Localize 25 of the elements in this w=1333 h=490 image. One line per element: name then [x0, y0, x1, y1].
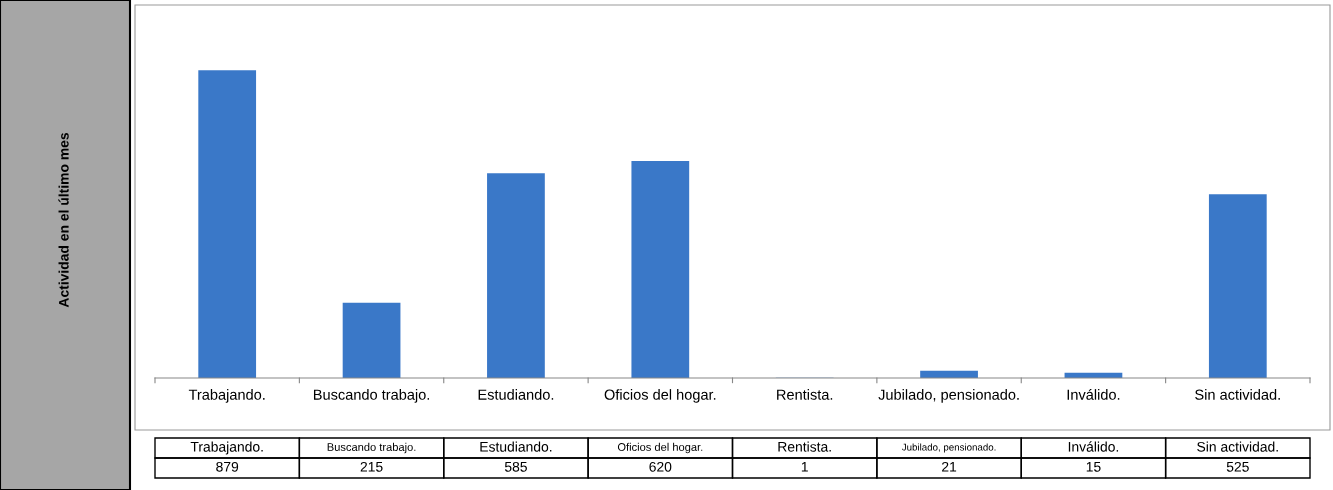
x-tick-label: Trabajando.: [188, 389, 265, 403]
x-tick-label: Inválido.: [1067, 388, 1120, 400]
category-label: Estudiando.: [480, 441, 552, 452]
data-label: 21: [942, 461, 957, 472]
data-label: 585: [504, 461, 527, 472]
data-label: 215: [360, 461, 383, 472]
data-label: 620: [649, 461, 672, 472]
data-label: 525: [1226, 461, 1249, 472]
data-label: 15: [1086, 462, 1101, 472]
x-tick-label: Sin actividad.: [1195, 389, 1280, 400]
data-label: 1: [801, 462, 808, 472]
category-label: Rentista.: [778, 441, 831, 452]
x-tick-label: Buscando trabajo.: [313, 389, 430, 403]
category-label: Sin actividad.: [1197, 441, 1278, 452]
category-label: Oficios del hogar.: [617, 442, 703, 454]
x-tick-label: Jubilado, pensionado.: [878, 389, 1019, 403]
category-label: Inválido.: [1068, 441, 1119, 452]
x-tick-label: Estudiando.: [478, 389, 554, 400]
category-label: Trabajando.: [190, 441, 263, 455]
x-tick-label: Oficios del hogar.: [604, 389, 716, 403]
x-tick-label: Rentista.: [777, 389, 833, 400]
category-label: Buscando trabajo.: [327, 442, 416, 454]
text: Actividad en el último mes: [58, 132, 69, 308]
data-label: 879: [216, 461, 239, 472]
category-label: Jubilado, pensionado.: [901, 443, 996, 453]
